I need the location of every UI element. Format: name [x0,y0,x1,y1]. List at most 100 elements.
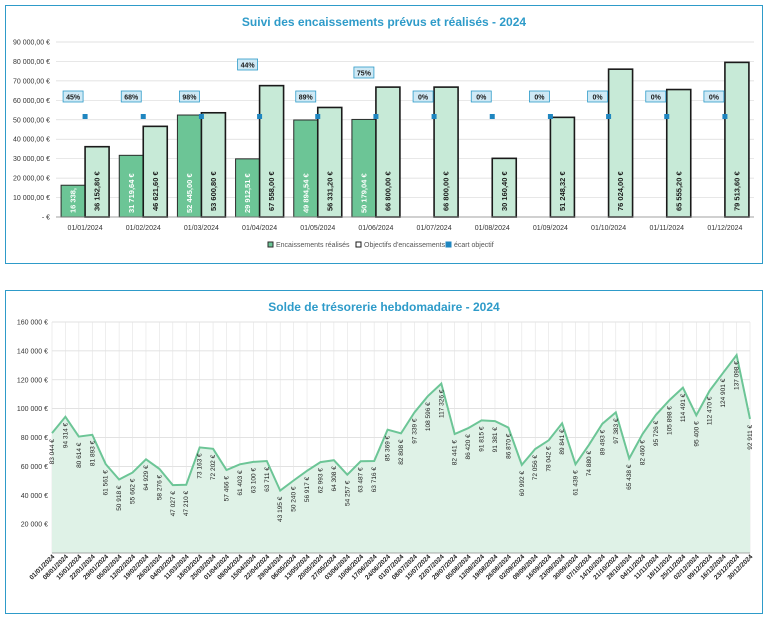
data-label: 82 460 € [640,440,647,466]
y-tick-label: 120 000 € [17,377,48,384]
data-label: 63 716 € [371,467,378,493]
gap-label: 0% [534,95,545,102]
gap-marker [198,114,204,119]
data-label: 137 098 € [734,361,741,390]
data-label: 65 438 € [626,464,633,490]
gap-label: 0% [651,95,662,102]
data-label: 85 369 € [385,435,392,461]
gap-label: 44% [241,63,256,70]
gap-marker [140,114,146,119]
data-label: 47 027 € [170,491,177,517]
data-label: 78 042 € [546,446,553,472]
gap-label-box [470,90,492,103]
x-tick-label: 01/02/2024 [126,225,161,232]
data-label: 89 841 € [559,429,566,455]
legend-swatch [355,241,362,248]
gap-label: 89% [299,95,314,102]
data-label: 55 662 € [130,478,137,504]
data-label: 114 491 € [680,393,687,422]
bar-objective-label: 76 024,00 € [616,171,625,211]
x-tick-label: 01/11/2024 [649,225,684,232]
gap-label-box [645,90,667,103]
gap-marker [722,114,728,119]
data-label: 105 898 € [666,406,673,435]
gap-marker [664,114,670,119]
gap-marker [606,114,612,119]
bar-objective-label: 66 800,00 € [442,171,451,211]
data-label: 63 487 € [358,467,365,493]
legend-entry: Objectifs d'encaissements [364,242,446,249]
data-label: 50 240 € [291,486,298,512]
gap-marker [489,114,495,119]
bar-realised-label: 50 179,04 € [359,173,368,213]
x-tick-label: 01/04/2024 [242,225,277,232]
bar-objective [724,61,750,218]
data-label: 62 993 € [317,468,324,494]
bar-objective-label: 30 160,40 € [500,171,509,211]
bar-realised-label: 16 338, [69,188,78,213]
gap-label: 0% [593,95,604,102]
series-line [51,352,751,493]
gap-label-box [295,90,317,103]
y-tick-label: 30 000,00 € [13,156,50,163]
data-label: 61 403 € [237,470,244,496]
gap-marker [315,114,321,119]
bar-objective-label: 66 800,00 € [383,171,392,211]
data-label: 63 711 € [264,467,271,492]
y-tick-label: 80 000,00 € [13,59,50,66]
data-label: 57 466 € [224,476,231,502]
gap-label-box [179,90,200,103]
y-tick-label: 60 000 € [21,464,48,471]
gap-marker [431,114,437,119]
y-tick-label: 40 000,00 € [13,137,50,144]
gap-label: 0% [418,95,429,102]
bar-objective-label: 65 555,20 € [674,171,683,211]
y-tick-label: 60 000,00 € [13,98,50,105]
y-tick-label: 10 000,00 € [13,195,50,202]
gap-label: 0% [709,95,720,102]
gap-label-box [412,90,434,103]
legend-entry: écart objectif [454,242,494,249]
bar-realised [293,119,319,218]
bar-objective-label: 79 513,60 € [732,171,741,211]
y-tick-label: 160 000 € [17,320,48,327]
gap-label: 98% [182,95,197,102]
bar-realised-label: 31 719,64 € [127,173,136,213]
treasury-area-chart: Solde de trésorerie hebdomadaire - 2024 … [17,300,755,581]
x-tick-label: 01/10/2024 [591,225,626,232]
area-fill [52,355,750,553]
data-label: 64 308 € [331,466,338,492]
gap-label: 0% [476,95,487,102]
data-label: 95 726 € [653,420,660,446]
gap-label-box [703,90,725,103]
data-label: 97 383 € [613,418,620,444]
y-tick-label: 70 000,00 € [13,78,50,85]
legend-swatch [445,241,452,248]
data-label: 82 441 € [452,440,459,466]
gap-marker [547,114,553,119]
y-tick-label: - € [42,215,50,222]
gap-label-box [529,90,550,103]
gap-label: 45% [66,95,81,102]
x-tick-label: 01/08/2024 [475,225,510,232]
data-label: 73 163 € [197,453,204,479]
gap-label-box [353,66,375,79]
bar-objective [491,157,518,218]
data-label: 63 100 € [250,468,257,494]
bar-objective-label: 56 331,20 € [325,171,334,211]
collections-chart-panel: Suivi des encaissements prévus et réalis… [5,5,763,264]
data-label: 86 420 € [465,434,472,460]
data-label: 108 596 € [425,402,432,431]
bar-objective [665,88,692,218]
bar-realised-label: 49 894,54 € [301,173,310,213]
data-label: 80 614 € [76,442,83,468]
collections-bar-chart: Suivi des encaissements prévus et réalis… [13,15,754,249]
gap-marker [257,114,263,119]
gap-label: 68% [124,95,139,102]
gap-label-box [62,90,84,103]
gap-marker [373,114,379,119]
data-label: 97 339 € [411,418,418,444]
x-tick-label: 01/12/2024 [707,225,742,232]
chart-title: Solde de trésorerie hebdomadaire - 2024 [268,300,500,314]
bar-realised [351,118,377,218]
